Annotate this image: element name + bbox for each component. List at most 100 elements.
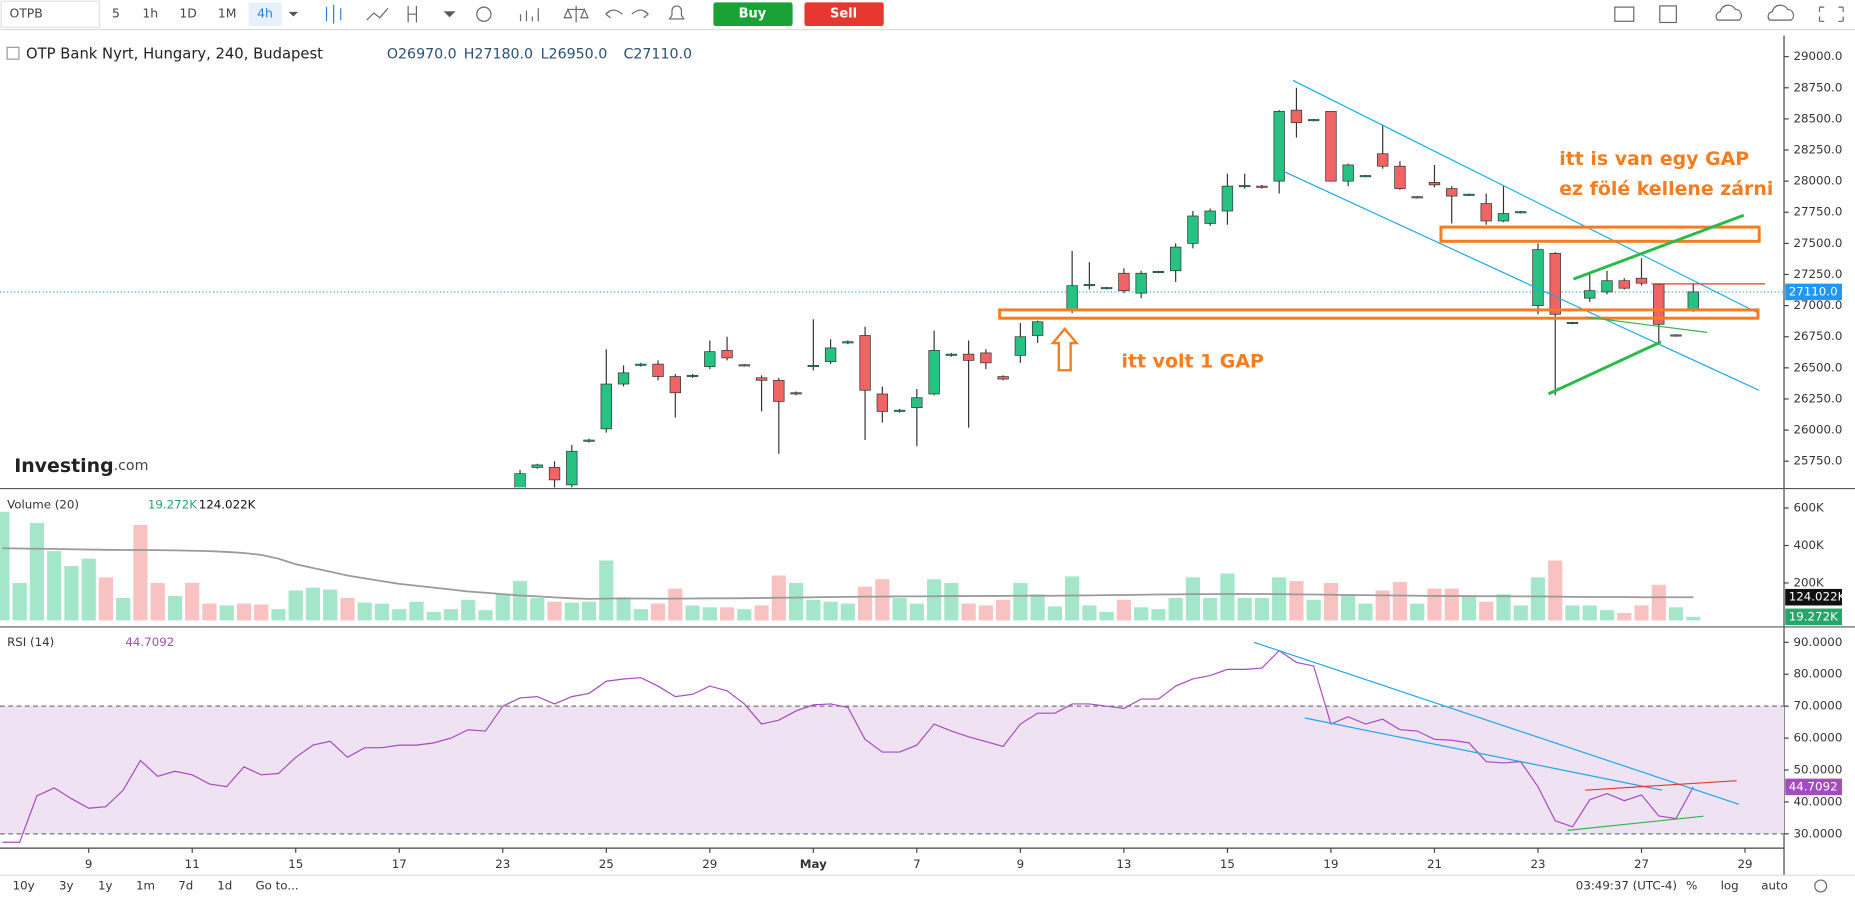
volume-bar [426, 612, 441, 621]
volume-bar [1116, 599, 1131, 621]
candle-body [635, 363, 647, 366]
candle-body [1100, 287, 1113, 290]
candle-body [1221, 185, 1234, 212]
volume-bar [392, 609, 407, 621]
volume-bar [823, 601, 838, 621]
volume-bar [892, 597, 907, 621]
volume-bar [1496, 594, 1511, 621]
footer: 10y 3y 1y 1m 7d 1d Go to... 03:49:37 (UT… [13, 878, 1828, 893]
candle-body [704, 351, 716, 367]
interval[interactable]: 1h [142, 6, 158, 21]
clock: 03:49:37 (UTC-4) [1576, 878, 1677, 892]
interval[interactable]: 1M [218, 6, 237, 21]
candle-body [721, 350, 733, 359]
interval[interactable]: 1D [179, 6, 196, 21]
range-button[interactable]: 1y [98, 878, 113, 892]
buy-label[interactable]: Buy [739, 7, 767, 22]
symbol-box[interactable] [0, 0, 100, 28]
sell-label[interactable]: Sell [830, 7, 857, 22]
settings-icon[interactable] [1814, 879, 1828, 893]
range-button[interactable]: 3y [59, 878, 74, 892]
candle-body [1566, 322, 1579, 325]
y-tick-label: 26000.0 [1793, 423, 1842, 437]
option-button[interactable]: auto [1761, 878, 1788, 892]
candles [0, 87, 1785, 488]
volume-bar [167, 596, 183, 621]
interval-active[interactable]: 4h [257, 6, 273, 21]
option-button[interactable]: % [1686, 878, 1697, 892]
option-button[interactable]: log [1721, 878, 1739, 892]
candle-body [1687, 291, 1699, 310]
axis-badge-label: 44.7092 [1789, 779, 1838, 793]
ohlc-readout: L26950.0 [541, 46, 608, 62]
axis-badge-label: 124.022K [1789, 590, 1846, 604]
volume-bar [702, 607, 717, 621]
y-tick-label: 26250.0 [1793, 391, 1842, 405]
y-axis: 25750.0 26000.0 26250.0 26500.0 26750.0 27000… [1784, 49, 1842, 468]
candle-body [669, 376, 681, 394]
volume-bar [340, 597, 355, 621]
range-button[interactable]: 10y [13, 878, 35, 892]
annotation: ez fölé kellene zárni [1559, 178, 1773, 200]
x-tick-label: 9 [85, 857, 93, 871]
collapse-icon[interactable] [6, 46, 20, 60]
volume-readout: 19.272K [148, 498, 197, 512]
candle-body [773, 379, 785, 402]
volume-bar [961, 603, 976, 621]
rsi-line [2, 649, 1694, 843]
volume-ma-line [2, 547, 1694, 600]
volume-bar [754, 605, 769, 621]
y-tick-label: 29000.0 [1793, 49, 1842, 63]
y-tick-label: 60.0000 [1793, 731, 1842, 745]
candle-body [548, 467, 561, 481]
y-tick-label: 90.0000 [1793, 635, 1842, 649]
x-tick-label: 15 [288, 857, 303, 871]
volume-bar [944, 582, 959, 621]
volume-bar [1427, 588, 1442, 621]
candle-body [1359, 175, 1372, 178]
volume-bar [185, 582, 200, 621]
candle-body [1411, 196, 1423, 199]
volume-ma-readout: 124.022K [199, 498, 256, 512]
x-tick-label: 23 [1530, 857, 1545, 871]
logo-suffix: .com [114, 458, 149, 474]
x-tick-label: 17 [392, 857, 407, 871]
y-tick-label: 27000.0 [1793, 298, 1842, 312]
interval[interactable]: 5 [112, 6, 120, 21]
candle-body [1290, 109, 1303, 123]
candle-body [1584, 290, 1596, 299]
volume-bar [288, 590, 303, 621]
rsi-readout: 44.7092 [125, 635, 174, 649]
tool-icons[interactable] [325, 4, 1844, 24]
frames [0, 35, 1855, 876]
candle-body [1031, 321, 1044, 336]
range-button[interactable]: 1d [217, 878, 232, 892]
dropdown-icon[interactable] [288, 11, 299, 17]
candle-body [1256, 185, 1268, 188]
volume-bar [650, 603, 666, 621]
volume-bar [236, 603, 252, 621]
candle-body [1204, 210, 1216, 224]
goto-button[interactable]: Go to... [256, 878, 299, 892]
candle-body [1118, 272, 1130, 292]
volume-bar [1013, 582, 1028, 621]
trend-line [1292, 79, 1760, 314]
buy-button[interactable] [713, 2, 793, 27]
trend-line [1572, 213, 1745, 281]
gap-box [998, 308, 1760, 320]
y-tick-label: 28000.0 [1793, 174, 1842, 188]
candle-body [807, 365, 820, 367]
volume-bar [1513, 605, 1528, 621]
range-button[interactable]: 1m [136, 878, 155, 892]
range-button[interactable]: 7d [178, 878, 193, 892]
x-tick-label: 25 [599, 857, 614, 871]
candle-body [1014, 336, 1027, 356]
candle-body [1377, 153, 1389, 167]
symbol[interactable]: OTPB [9, 6, 42, 21]
sell-button[interactable] [804, 2, 884, 27]
volume-bar [547, 601, 562, 621]
trend-line [1567, 815, 1704, 831]
volume-title: Volume (20) [7, 498, 79, 512]
arrow [1050, 326, 1080, 372]
annotation: itt is van egy GAP [1559, 148, 1749, 170]
